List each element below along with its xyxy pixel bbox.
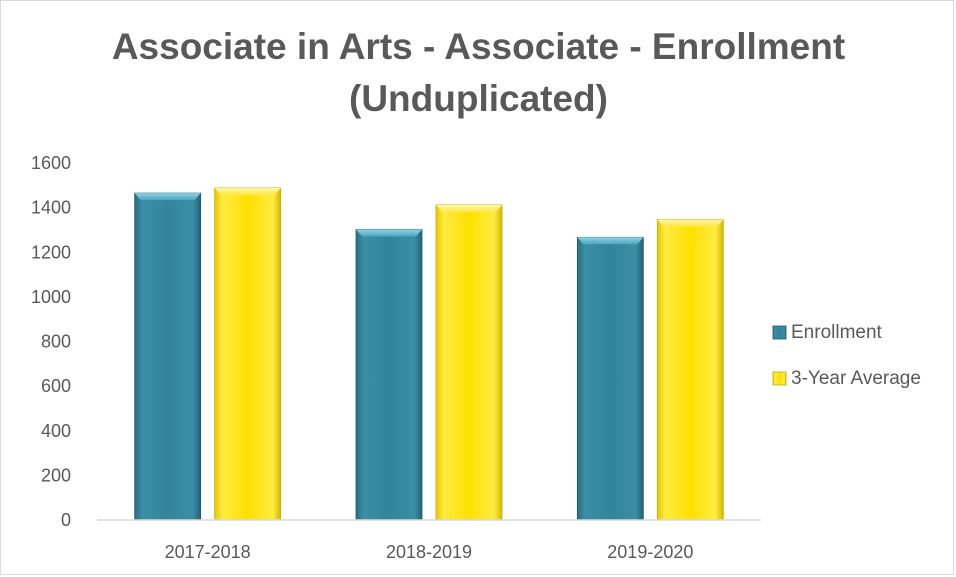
bar-3-year-average-2017-2018 <box>214 187 282 521</box>
bars <box>134 187 724 521</box>
bar-bevel <box>577 237 644 245</box>
chart-title: Associate in Arts - Associate - Enrollme… <box>1 21 956 125</box>
bar-bevel <box>657 219 724 227</box>
legend-swatch <box>772 371 787 386</box>
bar-bevel <box>134 193 201 201</box>
bar-enrollment-2018-2019 <box>355 229 423 521</box>
y-tick-label: 800 <box>41 332 71 352</box>
y-tick-label: 1200 <box>31 242 71 262</box>
bar-bevel <box>356 229 422 237</box>
legend-label: 3-Year Average <box>791 368 921 389</box>
bar-bevel <box>214 187 281 195</box>
x-tick-label: 2019-2020 <box>607 542 693 562</box>
y-tick-label: 1600 <box>31 153 71 173</box>
y-tick-label: 1400 <box>31 198 71 218</box>
bar-enrollment-2017-2018 <box>134 192 202 521</box>
y-axis-labels: 0 200 400 600 800 1000 1200 1400 1600 <box>31 153 71 530</box>
x-axis-labels: 2017-2018 2018-2019 2019-2020 <box>165 542 694 562</box>
bar-3-year-average-2018-2019 <box>435 204 503 521</box>
bar-3-year-average-2019-2020 <box>656 219 724 521</box>
y-tick-label: 0 <box>61 510 71 530</box>
x-tick-label: 2017-2018 <box>165 542 251 562</box>
legend: Enrollment 3-Year Average <box>772 322 921 389</box>
y-tick-label: 200 <box>41 465 71 485</box>
legend-label: Enrollment <box>791 322 883 343</box>
chart-title-line-1: Associate in Arts - Associate - Enrollme… <box>111 26 846 67</box>
y-tick-label: 1000 <box>31 287 71 307</box>
bar-bevel <box>436 204 502 212</box>
legend-swatch <box>772 325 787 340</box>
y-tick-label: 600 <box>41 376 71 396</box>
y-tick-label: 400 <box>41 421 71 441</box>
bar-enrollment-2019-2020 <box>576 236 644 521</box>
chart-title-line-2: (Unduplicated) <box>349 78 608 119</box>
x-tick-label: 2018-2019 <box>386 542 472 562</box>
